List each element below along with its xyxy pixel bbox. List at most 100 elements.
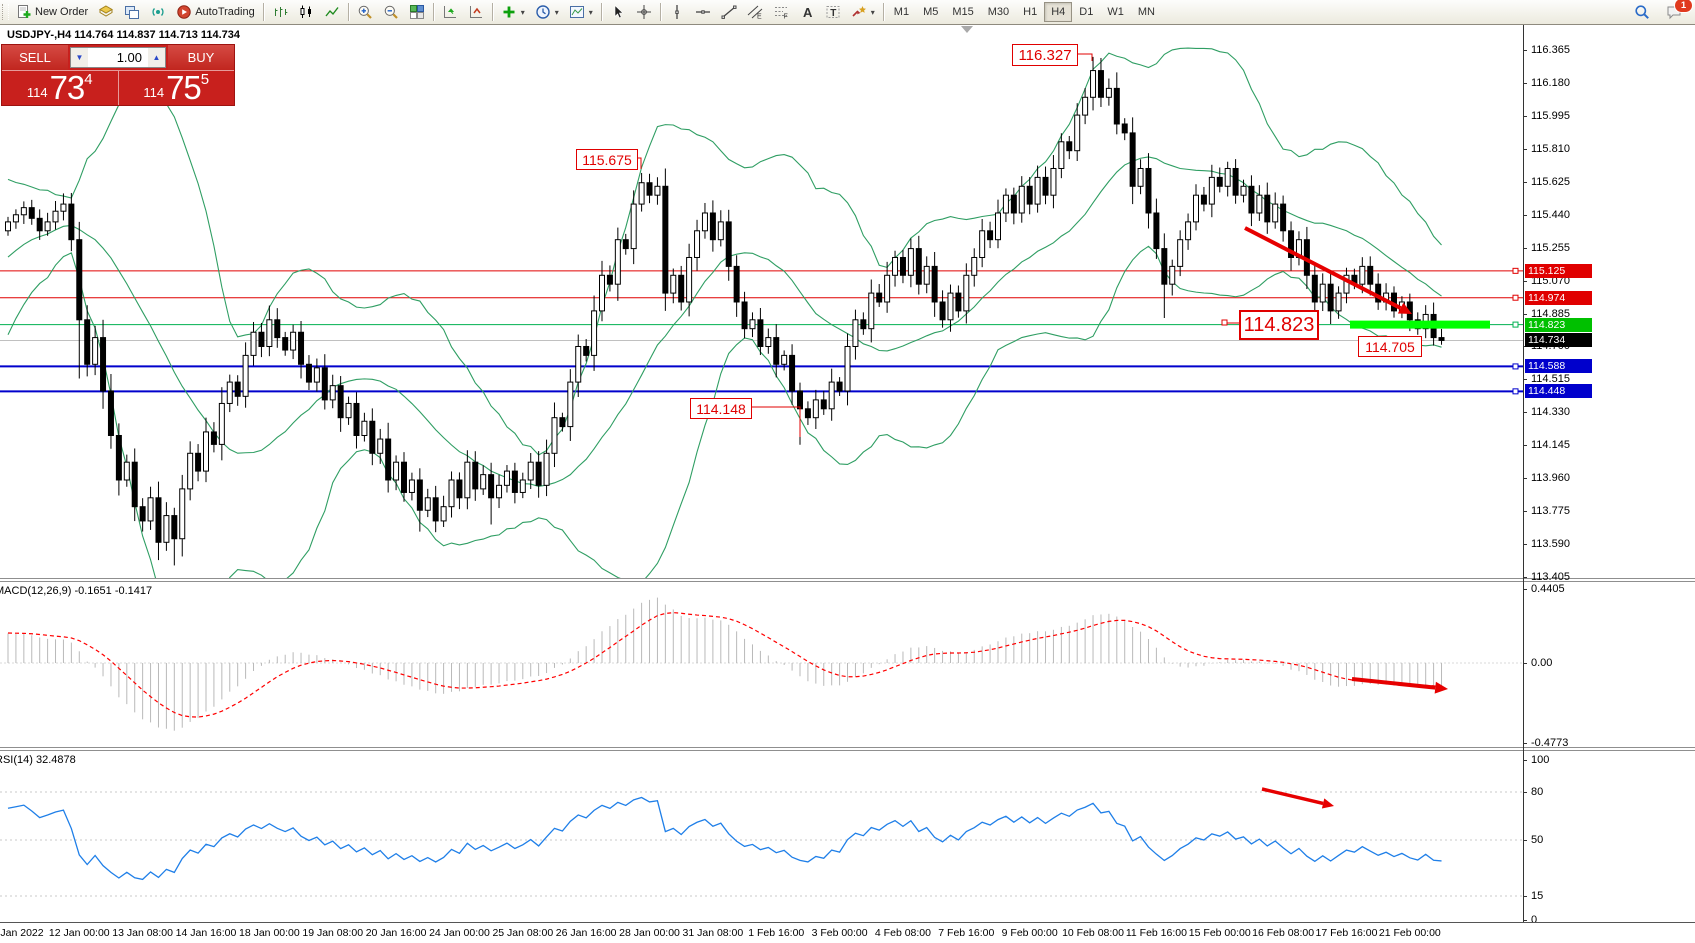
bar-chart-mode-button[interactable] [267,1,293,23]
crosshair-tool-button[interactable] [631,1,657,23]
timeframe-m15-button[interactable]: M15 [952,6,974,18]
buy-price-big: 75 [166,69,202,106]
price-tick-label: 115.440 [1531,208,1570,221]
textT-icon: T [826,6,840,19]
hline-icon [695,10,710,14]
channel-tool-button[interactable]: E [742,1,768,23]
macd-tick-label: 0.00 [1531,657,1553,669]
zoomin-icon [358,5,372,19]
timeframe-h1-button[interactable]: H1 [1023,6,1038,18]
price-annotation[interactable]: 114.823 [1239,310,1319,340]
toolbar-separator [432,3,434,21]
trendline-tool-button[interactable] [716,1,742,23]
sell-price[interactable]: 114 73 4 [2,71,119,105]
line-chart-mode-button[interactable] [319,1,345,23]
toolbar-separator [600,3,602,21]
macd-tick [1523,588,1527,590]
vertical-line-tool-button[interactable] [664,1,690,23]
new-chart-window-button[interactable] [119,1,145,23]
dropdown-caret-icon[interactable]: ▾ [588,7,593,17]
macd-panel-svg[interactable] [0,582,1523,747]
timeframe-m30-button[interactable]: M30 [987,6,1010,18]
macd-tick-label: -0.4773 [1531,737,1569,750]
template-icon [569,6,584,18]
bars-icon [274,7,288,17]
notifications-button[interactable]: 1 [1661,0,1693,23]
time-axis[interactable]: Jan 2022 12 Jan 00:00 13 Jan 08:00 14 Jan 1… [0,922,1695,943]
buy-button[interactable]: BUY [168,45,234,70]
rsi-panel-svg[interactable] [0,751,1523,922]
timeframe-m5-button[interactable]: M5 [923,6,939,18]
time-axis-label: Jan 2022 [0,927,44,939]
time-axis-label: 19 Jan 08:00 [302,927,364,939]
buy-price-prefix: 114 [143,85,165,100]
search-icon [1635,5,1649,19]
cursor-icon [614,4,624,19]
dropdown-caret-icon[interactable]: ▾ [554,7,559,17]
signals-button[interactable] [145,1,171,23]
chartshift-icon [469,6,482,18]
price-annotation[interactable]: 116.327 [1012,44,1078,66]
pane-separator[interactable] [0,578,1695,579]
chart-shift-marker-icon[interactable] [961,26,973,33]
autotrading-button[interactable]: AutoTrading [171,1,260,23]
volume-input[interactable]: 1.00 [116,50,142,65]
price-tick-label: 113.775 [1531,505,1570,518]
timeframe-d1-button[interactable]: D1 [1079,6,1094,18]
macd-tick [1523,663,1527,664]
price-tick [1523,148,1527,150]
price-annotation[interactable]: 115.675 [576,149,638,170]
timeframe-mn-button[interactable]: MN [1137,6,1155,18]
dropdown-caret-icon[interactable]: ▾ [520,7,525,17]
chart-window: USDJPY-,H4 114.764 114.837 114.713 114.7… [0,25,1695,943]
cursor-tool-button[interactable] [605,1,631,23]
price-tick-label: 115.625 [1531,175,1570,188]
search-button[interactable] [1629,1,1655,23]
pane-separator[interactable] [0,581,1695,582]
volume-increase-button[interactable]: ▲ [148,48,165,67]
sell-price-pip: 4 [84,71,93,88]
rsi-indicator-label: RSI(14) 32.4878 [0,754,76,766]
neworder-icon [18,5,31,18]
sell-price-prefix: 114 [26,85,48,100]
main-chart-svg[interactable] [0,25,1523,578]
price-badge: 114.448 [1525,384,1592,399]
toolbar-separator [882,3,884,21]
sell-button[interactable]: SELL [2,45,68,70]
buy-price[interactable]: 114 75 5 [119,71,235,105]
time-axis-label: 11 Feb 16:00 [1125,927,1187,939]
fibonacci-tool-button[interactable]: F [768,1,794,23]
auto-scroll-button[interactable] [437,1,463,23]
timeframe-h4-button[interactable]: H4 [1044,2,1073,22]
text-tool-button[interactable]: A [794,1,820,23]
templates-button[interactable]: ▾ [564,1,598,23]
horizontal-line-tool-button[interactable] [690,1,716,23]
chart-shift-button[interactable] [463,1,489,23]
periods-button[interactable]: ▾ [530,1,564,23]
shapes-icon [852,6,866,17]
zoom-out-button[interactable] [378,1,404,23]
price-annotation[interactable]: 114.705 [1358,336,1422,357]
timeframe-w1-button[interactable]: W1 [1107,6,1124,18]
autoscroll-icon [443,6,456,18]
zoom-in-button[interactable] [352,1,378,23]
price-badge: 114.734 [1525,333,1592,348]
timeframe-m1-button[interactable]: M1 [893,6,910,18]
tile-windows-button[interactable] [404,1,430,23]
text-label-tool-button[interactable]: T [820,1,846,23]
new-order-button[interactable]: New Order [11,1,93,23]
rsi-tick [1523,896,1527,897]
pane-separator[interactable] [0,750,1695,751]
dropdown-caret-icon[interactable]: ▾ [870,7,875,17]
pane-separator[interactable] [0,747,1695,748]
order-history-button[interactable] [93,1,119,23]
price-badge: 114.823 [1525,317,1592,332]
volume-decrease-button[interactable]: ▼ [71,48,88,67]
arrows-tool-button[interactable]: ▾ [846,1,880,23]
time-axis-label: 25 Jan 08:00 [492,927,554,939]
indicators-button[interactable]: ▾ [496,1,530,23]
price-tick [1523,181,1527,183]
time-axis-label: 18 Jan 00:00 [239,927,300,939]
candlestick-mode-button[interactable] [293,1,319,23]
price-annotation[interactable]: 114.148 [690,398,752,419]
